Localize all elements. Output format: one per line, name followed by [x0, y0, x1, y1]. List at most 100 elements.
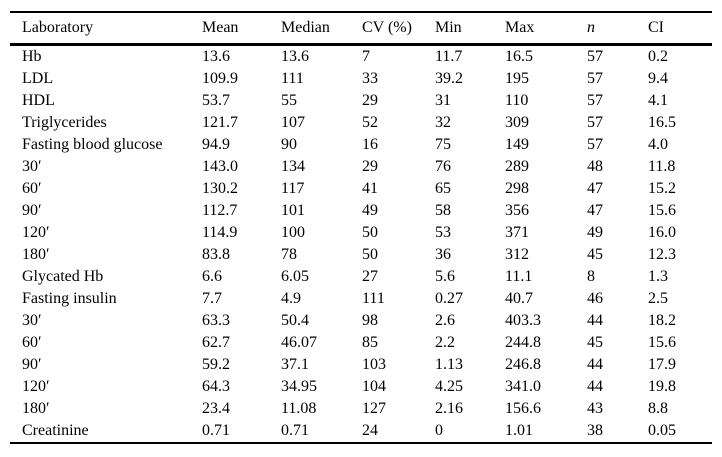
- table-cell: 32: [435, 114, 451, 131]
- table-cell: 45: [587, 334, 603, 351]
- table-cell: 44: [587, 378, 603, 395]
- table-cell: 2.6: [435, 312, 455, 329]
- column-header-min: Min: [435, 19, 462, 36]
- table-cell: 31: [435, 92, 451, 109]
- table-cell: 62.7: [202, 334, 230, 351]
- table-cell: 312: [505, 246, 529, 263]
- table-cell: 30′: [22, 158, 42, 175]
- table-row: 120′ 114.9 100 50 53 371 49 16.0: [10, 222, 712, 244]
- table-cell: 149: [505, 136, 529, 153]
- table-cell: Triglycerides: [22, 114, 107, 131]
- table-cell: 49: [362, 202, 378, 219]
- table-cell: 120′: [22, 224, 50, 241]
- table-cell: 46.07: [281, 334, 317, 351]
- table-cell: 59.2: [202, 356, 230, 373]
- table-cell: 403.3: [505, 312, 541, 329]
- table-row: 180′ 23.4 11.08 127 2.16 156.6 43 8.8: [10, 398, 712, 420]
- table-cell: 7.7: [202, 290, 222, 307]
- table-cell: 2.5: [648, 290, 668, 307]
- table-cell: 143.0: [202, 158, 238, 175]
- table-cell: 38: [587, 422, 603, 439]
- table-cell: 30′: [22, 312, 42, 329]
- table-cell: 52: [362, 114, 378, 131]
- table-row: 120′ 64.3 34.95 104 4.25 341.0 44 19.8: [10, 376, 712, 398]
- table-cell: 104: [362, 378, 386, 395]
- table-cell: 13.6: [281, 48, 309, 65]
- table-cell: 2.16: [435, 400, 463, 417]
- column-header-laboratory: Laboratory: [22, 19, 94, 36]
- table-cell: 11.1: [505, 268, 533, 285]
- table-cell: 6.6: [202, 268, 222, 285]
- table-cell: 55: [281, 92, 297, 109]
- column-header-median: Median: [281, 19, 330, 36]
- table-cell: 0.71: [202, 422, 230, 439]
- table-cell: 101: [281, 202, 305, 219]
- table-cell: 60′: [22, 334, 42, 351]
- table-cell: 15.2: [648, 180, 676, 197]
- table-cell: 1.3: [648, 268, 668, 285]
- table-cell: 246.8: [505, 356, 541, 373]
- table-cell: 16.0: [648, 224, 676, 241]
- table-cell: 0.27: [435, 290, 463, 307]
- table-cell: 127: [362, 400, 386, 417]
- table-cell: 195: [505, 70, 529, 87]
- table-row: Hb 13.6 13.6 7 11.7 16.5 57 0.2: [10, 45, 712, 69]
- table-cell: 289: [505, 158, 529, 175]
- table-cell: 24: [362, 422, 378, 439]
- table-row: Creatinine 0.71 0.71 24 0 1.01 38 0.05: [10, 420, 712, 443]
- table-cell: 2.2: [435, 334, 455, 351]
- table-cell: 371: [505, 224, 529, 241]
- table-cell: 0: [435, 422, 443, 439]
- table-cell: 4.9: [281, 290, 301, 307]
- table-cell: 90′: [22, 356, 42, 373]
- table-cell: HDL: [22, 92, 55, 109]
- table-cell: 11.08: [281, 400, 317, 417]
- table-cell: 23.4: [202, 400, 230, 417]
- table-cell: 100: [281, 224, 305, 241]
- table-cell: 111: [362, 290, 385, 307]
- table-row: 90′ 59.2 37.1 103 1.13 246.8 44 17.9: [10, 354, 712, 376]
- table-cell: 37.1: [281, 356, 309, 373]
- table-cell: 44: [587, 312, 603, 329]
- table-cell: 83.8: [202, 246, 230, 263]
- table-cell: 7: [362, 48, 370, 65]
- table-row: HDL 53.7 55 29 31 110 57 4.1: [10, 90, 712, 112]
- table-cell: 110: [505, 92, 529, 109]
- table-cell: 47: [587, 180, 603, 197]
- table-row: 30′ 63.3 50.4 98 2.6 403.3 44 18.2: [10, 310, 712, 332]
- table-cell: 53: [435, 224, 451, 241]
- table-cell: 57: [587, 48, 603, 65]
- table-row: 60′ 62.7 46.07 85 2.2 244.8 45 15.6: [10, 332, 712, 354]
- column-header-mean: Mean: [202, 19, 239, 36]
- table-cell: Creatinine: [22, 422, 89, 439]
- table-cell: 9.4: [648, 70, 668, 87]
- table-cell: 18.2: [648, 312, 676, 329]
- table-cell: 78: [281, 246, 297, 263]
- table-cell: 309: [505, 114, 529, 131]
- table-row: Triglycerides 121.7 107 52 32 309 57 16.5: [10, 112, 712, 134]
- table-cell: 76: [435, 158, 451, 175]
- table-row: 180′ 83.8 78 50 36 312 45 12.3: [10, 244, 712, 266]
- table-cell: 0.2: [648, 48, 668, 65]
- table-cell: 109.9: [202, 70, 238, 87]
- table-cell: 19.8: [648, 378, 676, 395]
- table-cell: 1.13: [435, 356, 463, 373]
- table-cell: 8: [587, 268, 595, 285]
- table-cell: 120′: [22, 378, 50, 395]
- table-cell: 107: [281, 114, 305, 131]
- table-cell: 44: [587, 356, 603, 373]
- table-cell: Hb: [22, 48, 42, 65]
- table-cell: 16.5: [648, 114, 676, 131]
- table-header: Laboratory Mean Median CV (%) Min Max n …: [10, 12, 712, 45]
- table-cell: 57: [587, 136, 603, 153]
- table-cell: 4.25: [435, 378, 463, 395]
- table-cell: 0.71: [281, 422, 309, 439]
- table-header-row: Laboratory Mean Median CV (%) Min Max n …: [10, 12, 712, 45]
- table-cell: LDL: [22, 70, 54, 87]
- table-cell: 8.8: [648, 400, 668, 417]
- table-cell: 15.6: [648, 334, 676, 351]
- table-cell: 57: [587, 114, 603, 131]
- table-cell: 11.8: [648, 158, 676, 175]
- table-cell: 36: [435, 246, 451, 263]
- table-cell: 130.2: [202, 180, 238, 197]
